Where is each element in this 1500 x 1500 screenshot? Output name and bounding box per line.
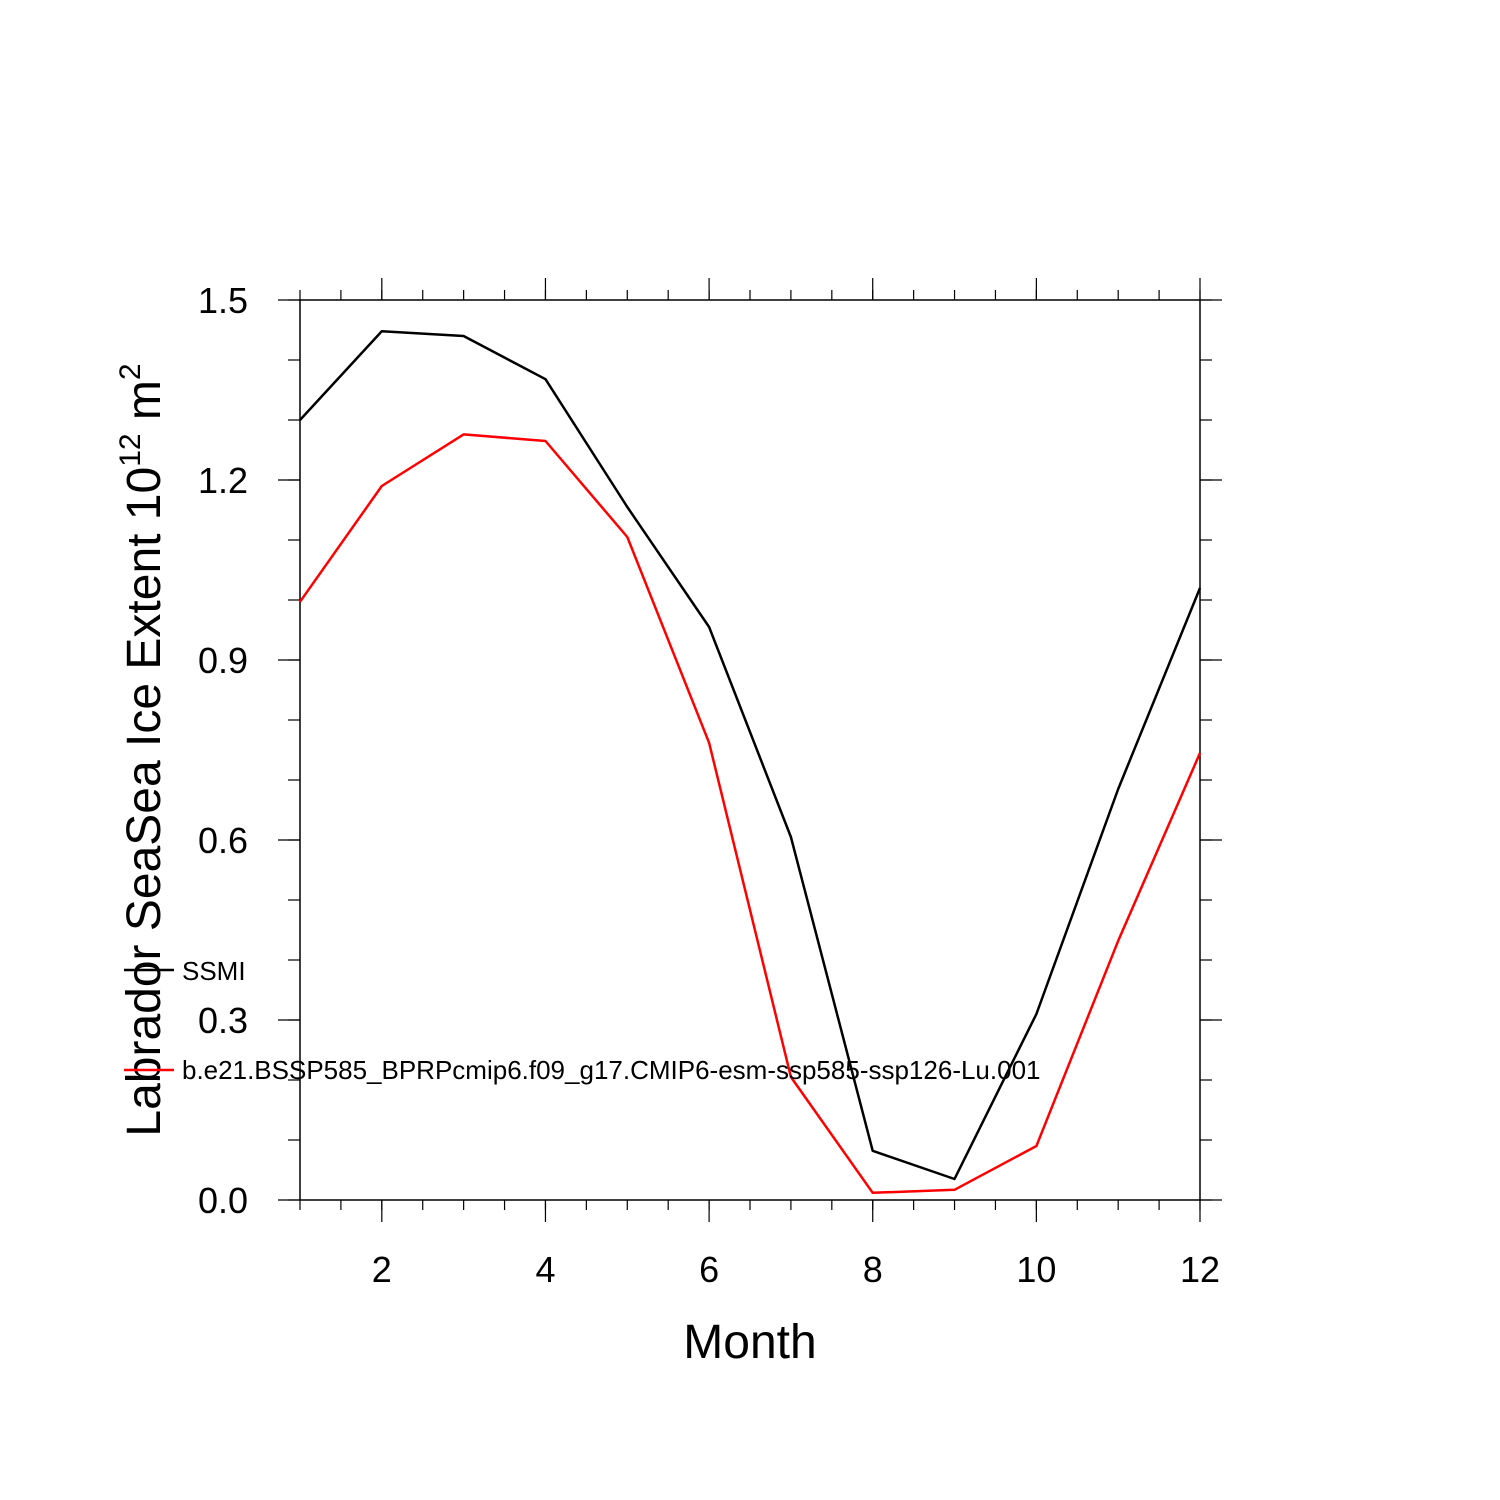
x-tick-label: 8 <box>863 1249 883 1290</box>
y-tick-label: 1.2 <box>198 460 248 501</box>
y-tick-label: 0.6 <box>198 820 248 861</box>
y-tick-label: 0.9 <box>198 640 248 681</box>
x-axis-title: Month <box>683 1316 816 1369</box>
y-tick-label: 1.5 <box>198 280 248 321</box>
y-tick-label: 0.0 <box>198 1180 248 1221</box>
x-tick-label: 12 <box>1180 1249 1220 1290</box>
y-axis-title-sup: 12 <box>114 433 147 466</box>
legend: SSMI b.e21.BSSP585_BPRPcmip6.f09_g17.CMI… <box>124 956 1041 1085</box>
series-line-0 <box>299 329 1202 1181</box>
tick-labels: 2 4 6 8 10 12 0.0 0.3 0.6 0.9 1.2 1.5 <box>198 280 1220 1290</box>
x-tick-label: 4 <box>535 1249 555 1290</box>
legend-label-ssmi: SSMI <box>182 956 246 986</box>
x-tick-label: 6 <box>699 1249 719 1290</box>
series-line-1 <box>298 433 1202 1195</box>
y-axis-title: Labrador SeaSea Ice Extent 1012 m2 <box>114 363 171 1136</box>
y-axis-title-unit: m <box>118 380 171 433</box>
series-layer <box>298 329 1202 1195</box>
x-tick-label: 2 <box>372 1249 392 1290</box>
axis-ticks <box>278 278 1222 1222</box>
y-tick-label: 0.3 <box>198 1000 248 1041</box>
y-axis-title-main: Labrador SeaSea Ice Extent 10 <box>118 467 171 1137</box>
y-axis-title-unit-sup: 2 <box>114 363 147 380</box>
x-tick-label: 10 <box>1016 1249 1056 1290</box>
legend-label-model: b.e21.BSSP585_BPRPcmip6.f09_g17.CMIP6-es… <box>182 1055 1041 1085</box>
